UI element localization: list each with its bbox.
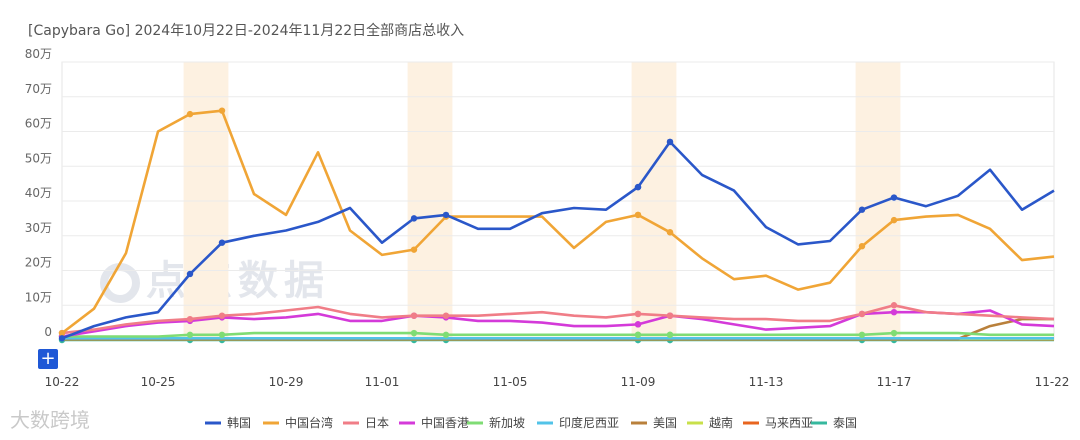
- series-line-韩国: [61, 140, 1055, 340]
- series-point-中国台湾: [858, 242, 866, 250]
- series-point-韩国: [634, 183, 642, 191]
- x-tick-label: 11-01: [365, 375, 400, 389]
- series-point-日本: [858, 310, 866, 318]
- series-point-日本: [634, 310, 642, 318]
- x-tick-label: 10-25: [141, 375, 176, 389]
- chart-title: [Capybara Go] 2024年10月22日-2024年11月22日全部商…: [28, 23, 465, 39]
- add-button[interactable]: +: [38, 349, 58, 369]
- series-line-中国香港: [61, 309, 1055, 338]
- x-tick-label: 11-17: [877, 375, 912, 389]
- series-point-新加坡: [410, 329, 418, 337]
- series-point-中国台湾: [890, 216, 898, 224]
- legend-label-新加坡: 新加坡: [489, 415, 525, 430]
- series-point-中国香港: [890, 309, 898, 316]
- series-point-韩国: [442, 211, 450, 219]
- series-point-韩国: [858, 206, 866, 213]
- y-tick-label: 40万: [25, 186, 52, 200]
- series-line-中国台湾: [61, 109, 1055, 335]
- series-line-新加坡: [62, 331, 1054, 338]
- series-point-韩国: [410, 215, 418, 222]
- series-point-中国台湾: [218, 107, 226, 114]
- legend-label-中国台湾: 中国台湾: [285, 415, 333, 430]
- y-tick-label: 60万: [25, 117, 52, 131]
- series-point-韩国: [218, 239, 226, 246]
- series-point-韩国: [890, 194, 898, 201]
- x-tick-label: 10-22: [45, 375, 80, 389]
- series-point-日本: [890, 302, 898, 309]
- series-point-中国台湾: [410, 246, 418, 253]
- series-point-中国台湾: [186, 110, 194, 118]
- series-point-日本: [218, 312, 226, 319]
- y-tick-label: 70万: [25, 82, 52, 96]
- x-tick-label: 10-29: [269, 375, 304, 389]
- series-point-新加坡: [634, 331, 642, 338]
- series-point-韩国: [666, 138, 674, 146]
- series-point-日本: [186, 315, 194, 323]
- legend-label-日本: 日本: [365, 416, 389, 430]
- dianian-watermark: 点点数据: [100, 248, 330, 306]
- legend-label-泰国: 泰国: [833, 416, 857, 430]
- watermark-logo-icon: [100, 263, 140, 303]
- x-tick-label: 11-05: [493, 375, 528, 389]
- series-point-日本: [666, 312, 674, 319]
- series-point-中国台湾: [58, 329, 66, 337]
- legend-label-马来西亚: 马来西亚: [765, 416, 813, 430]
- y-tick-label: 30万: [25, 221, 52, 235]
- y-tick-label: 10万: [25, 290, 52, 304]
- watermark-top-text: 点点数据: [146, 258, 330, 304]
- series-point-新加坡: [890, 329, 898, 337]
- series-point-中国台湾: [634, 211, 642, 219]
- legend-label-美国: 美国: [653, 416, 677, 430]
- series-point-中国香港: [634, 321, 642, 328]
- series-point-新加坡: [218, 331, 226, 338]
- x-tick-label: 11-22: [1035, 375, 1070, 389]
- legend-label-印度尼西亚: 印度尼西亚: [559, 415, 619, 430]
- series-point-韩国: [58, 335, 66, 342]
- dashujingjing-watermark: 大数跨境: [10, 408, 90, 432]
- y-tick-label: 80万: [25, 47, 52, 61]
- x-tick-label: 11-09: [621, 375, 656, 389]
- y-tick-label: 50万: [25, 151, 52, 165]
- series-line-日本: [61, 303, 1055, 335]
- series-point-日本: [442, 312, 450, 319]
- series-point-新加坡: [666, 331, 674, 338]
- y-tick-label: 20万: [25, 256, 52, 270]
- series-point-中国台湾: [666, 229, 674, 236]
- series-point-新加坡: [858, 331, 866, 338]
- series-point-新加坡: [442, 331, 450, 338]
- x-tick-label: 11-13: [749, 375, 784, 389]
- series-point-韩国: [186, 270, 194, 278]
- legend-label-越南: 越南: [709, 415, 733, 430]
- legend-label-韩国: 韩国: [227, 415, 251, 430]
- legend-label-中国香港: 中国香港: [421, 415, 469, 430]
- series-point-日本: [410, 312, 418, 319]
- series-point-新加坡: [186, 331, 194, 338]
- y-tick-label: 0: [44, 325, 52, 339]
